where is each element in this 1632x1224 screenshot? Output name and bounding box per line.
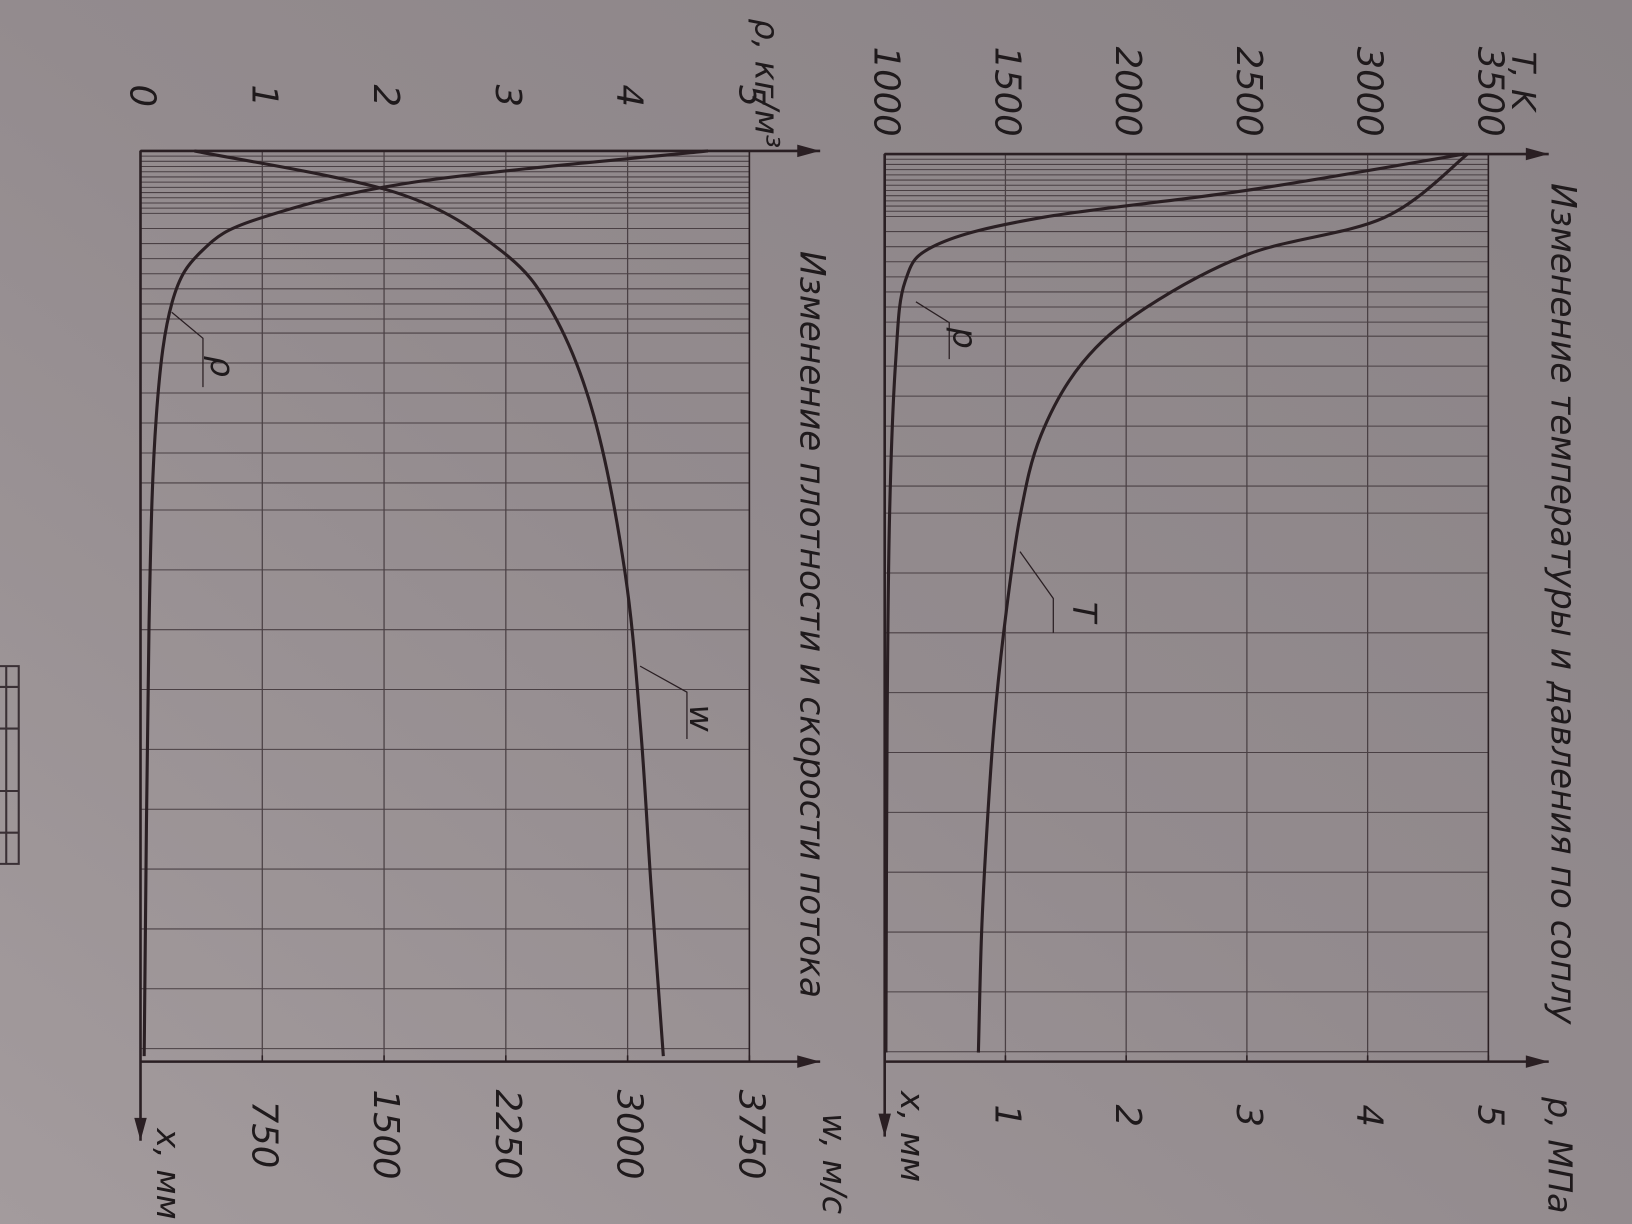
y-tick-label: 2000 xyxy=(1107,47,1148,137)
y2-axis-label: p, МПа xyxy=(1541,1096,1580,1213)
y-tick-label: 1000 xyxy=(866,47,907,137)
leader-line xyxy=(915,301,950,360)
y2-tick-label: 5 xyxy=(1469,1104,1510,1127)
y-tick-label: 5 xyxy=(730,84,771,107)
chart-title: Изменение температуры и давления по сопл… xyxy=(1543,183,1583,1025)
y2-tick-label: 2 xyxy=(1107,1104,1148,1127)
series-label: p xyxy=(945,327,984,349)
series-label: w xyxy=(682,705,721,733)
y-tick-label: 3000 xyxy=(1349,47,1390,137)
y2-tick-label: 2250 xyxy=(487,1089,528,1179)
y2-tick-label: 750 xyxy=(243,1101,284,1169)
y2-tick-label: 3 xyxy=(1228,1104,1269,1127)
leader-line xyxy=(171,311,204,388)
y-tick-label: 1 xyxy=(243,84,284,107)
series-line xyxy=(142,149,709,1057)
y2-tick-label: 3750 xyxy=(730,1089,771,1179)
arrow xyxy=(797,1055,821,1068)
series-line xyxy=(976,152,1469,1053)
leader-line xyxy=(1019,551,1054,633)
y-tick-label: 4 xyxy=(609,84,650,107)
y2-tick-label: 3000 xyxy=(609,1089,650,1179)
series-line xyxy=(194,149,665,1057)
chart-title: Изменение плотности и скорости потока xyxy=(791,251,831,998)
stamp-table xyxy=(0,665,20,865)
arrow xyxy=(878,1113,891,1137)
y-tick-label: 3500 xyxy=(1469,47,1510,137)
arrow xyxy=(797,144,821,158)
arrow xyxy=(1525,147,1549,161)
y2-tick-label: 1 xyxy=(986,1104,1027,1127)
x-axis-label: x, мм xyxy=(149,1127,188,1219)
arrow xyxy=(1525,1055,1549,1068)
y-tick-label: 3 xyxy=(487,84,528,107)
arrow xyxy=(134,1117,147,1141)
series-label: T xyxy=(1065,602,1104,625)
series-label: ρ xyxy=(203,356,242,377)
x-axis-label: x, мм xyxy=(893,1090,932,1182)
y2-tick-label: 1500 xyxy=(365,1089,406,1179)
y-axis-label: T, K xyxy=(1504,51,1543,114)
leader-line xyxy=(639,665,688,739)
y-tick-label: 2500 xyxy=(1228,47,1269,137)
y-tick-label: 2 xyxy=(365,84,406,107)
y-axis-label: ρ, кг/м³ xyxy=(748,18,787,148)
y-tick-label: 0 xyxy=(122,84,163,107)
y2-tick-label: 4 xyxy=(1349,1104,1390,1127)
y2-axis-label: w, м/с xyxy=(815,1113,854,1214)
series-line xyxy=(884,152,1465,1053)
y-tick-label: 1500 xyxy=(986,47,1027,137)
